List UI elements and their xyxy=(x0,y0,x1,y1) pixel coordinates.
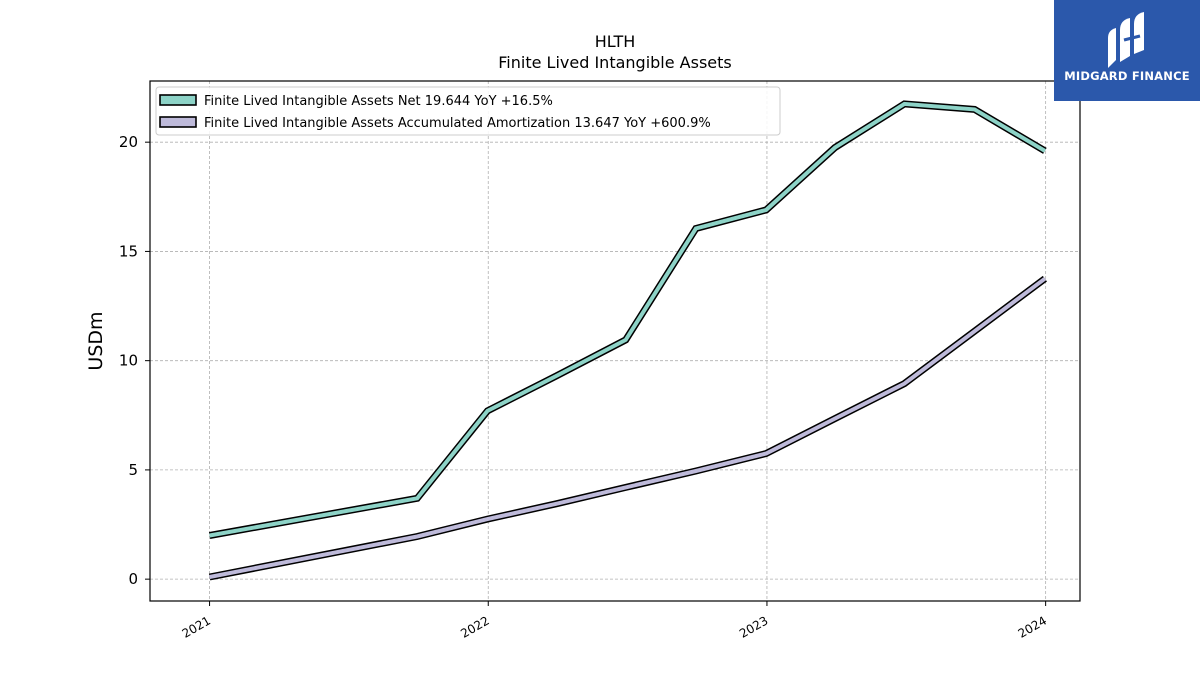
plot-frame xyxy=(149,80,1081,602)
legend-box xyxy=(155,86,781,136)
series-lines xyxy=(208,100,1047,581)
chart-subtitle: Finite Lived Intangible Assets xyxy=(498,53,731,72)
x-tick-label: 2023 xyxy=(737,613,770,640)
y-tick-label: 5 xyxy=(128,461,138,479)
x-tick-label: 2022 xyxy=(458,613,491,640)
y-tick-label: 0 xyxy=(128,570,138,588)
x-tick-label: 2024 xyxy=(1016,613,1049,640)
legend-swatch-0 xyxy=(159,94,197,106)
series-line-outline-0 xyxy=(208,100,1047,539)
logo-text: MIDGARD FINANCE xyxy=(1064,69,1190,83)
series-line-outline-1 xyxy=(208,275,1047,581)
series-line-1 xyxy=(209,277,1047,579)
y-tick-label: 10 xyxy=(119,352,138,370)
y-axis-label: USDm xyxy=(85,311,107,370)
x-tick-label: 2021 xyxy=(180,613,213,640)
y-axis-ticks: 0 5 10 15 20 xyxy=(119,133,150,588)
brand-logo: MIDGARD FINANCE xyxy=(1054,0,1200,101)
y-tick-label: 15 xyxy=(119,242,138,260)
y-tick-label: 20 xyxy=(119,133,138,151)
grid-lines xyxy=(150,81,1080,601)
chart-title: HLTH xyxy=(595,32,636,51)
series-line-0 xyxy=(209,101,1046,538)
legend-label-0: Finite Lived Intangible Assets Net 19.64… xyxy=(204,94,553,109)
x-axis-ticks: 2021 2022 2023 2024 xyxy=(180,601,1049,641)
legend: Finite Lived Intangible Assets Net 19.64… xyxy=(155,86,781,136)
legend-swatch-1 xyxy=(159,116,197,128)
legend-label-1: Finite Lived Intangible Assets Accumulat… xyxy=(204,116,711,131)
logo-mark-icon xyxy=(1108,12,1144,68)
